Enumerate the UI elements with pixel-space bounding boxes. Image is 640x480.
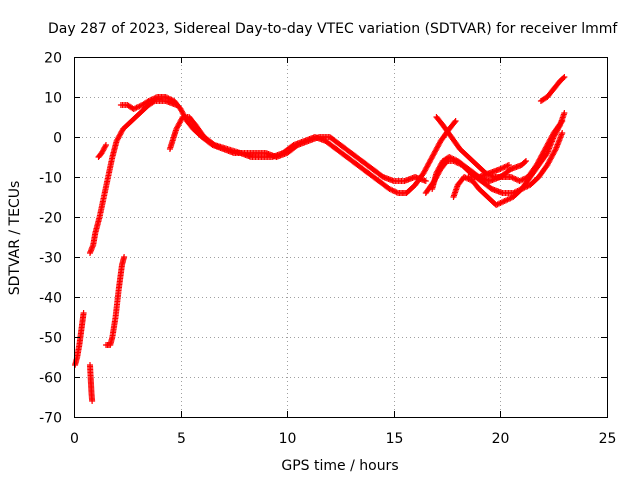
data-points: [72, 74, 568, 404]
grid-lines: [74, 57, 607, 417]
y-tick-label: -70: [39, 411, 62, 427]
data-point: [102, 142, 109, 148]
y-tick-label: -40: [39, 291, 62, 307]
x-tick-label: 5: [177, 431, 186, 447]
x-tick-label: 25: [599, 431, 617, 447]
data-point: [89, 398, 96, 404]
data-point: [561, 110, 568, 116]
chart-title: Day 287 of 2023, Sidereal Day-to-day VTE…: [48, 21, 618, 37]
data-point: [552, 147, 559, 154]
x-axis-label: GPS time / hours: [281, 458, 398, 474]
data-point: [560, 75, 567, 81]
series-track-e: [102, 254, 128, 348]
series-track-d: [95, 142, 109, 160]
data-point: [452, 118, 459, 124]
tick-labels: 0 5 10 15 20 25 20 10 0 -10 -20 -30 -40 -50 -60 -70: [39, 51, 616, 448]
data-point: [80, 310, 87, 316]
data-point: [451, 119, 458, 126]
series-track-b: [86, 362, 96, 404]
y-tick-label: -60: [39, 371, 62, 387]
y-tick-label: -20: [39, 211, 62, 227]
series-track-g: [166, 114, 459, 196]
series-track-f: [117, 94, 429, 184]
data-point: [559, 130, 566, 136]
data-point: [102, 143, 109, 150]
x-tick-label: 0: [70, 431, 79, 447]
y-tick-label: 10: [44, 91, 62, 107]
x-tick-label: 20: [492, 431, 510, 447]
data-point: [556, 123, 563, 130]
data-point: [561, 74, 568, 80]
axis-ticks: [74, 57, 608, 418]
series-track-k: [450, 110, 568, 208]
y-tick-label: -30: [39, 251, 62, 267]
series-track-a: [72, 310, 87, 368]
series-track-l: [465, 162, 512, 180]
data-point: [505, 162, 512, 168]
data-point: [121, 254, 128, 260]
y-axis-label: SDTVAR / TECUs: [7, 181, 23, 296]
data-point: [422, 178, 429, 184]
y-tick-label: -10: [39, 171, 62, 187]
x-tick-label: 15: [386, 431, 404, 447]
data-point: [522, 158, 529, 164]
y-tick-label: 0: [53, 131, 62, 147]
plot-frame: [74, 57, 608, 418]
data-point: [521, 159, 528, 165]
y-tick-label: 20: [44, 51, 62, 67]
y-tick-label: -50: [39, 331, 62, 347]
data-point: [210, 141, 217, 148]
x-tick-label: 10: [279, 431, 297, 447]
series-track-c: [86, 98, 180, 256]
series-track-m: [537, 74, 568, 104]
